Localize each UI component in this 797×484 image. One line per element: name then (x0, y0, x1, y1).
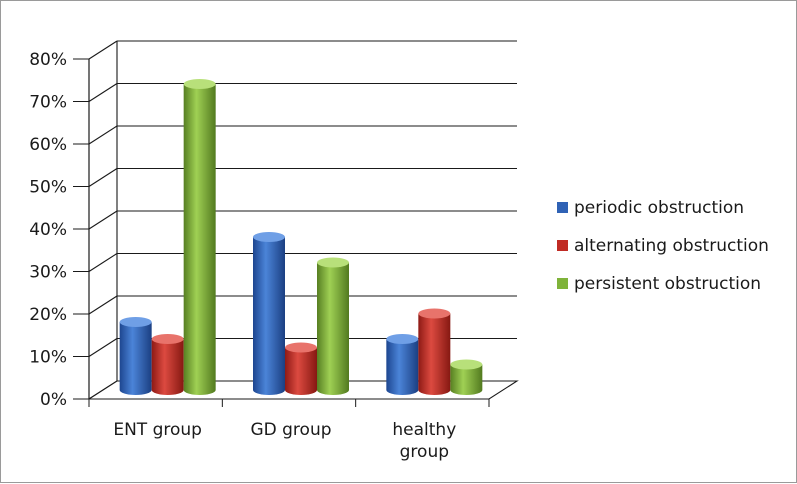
gridline-side (88, 83, 118, 102)
bar (386, 334, 419, 395)
bar-top (418, 308, 451, 319)
x-tick-label: ENT group (113, 420, 202, 440)
gridline-side (88, 168, 118, 187)
gridline-side (88, 125, 118, 145)
bar-top (183, 79, 216, 89)
bar-top (386, 334, 419, 344)
x-tick-label: group (400, 442, 449, 462)
bar-top (285, 342, 317, 353)
bar-body (418, 313, 451, 395)
bar (317, 257, 349, 395)
legend-swatch (557, 202, 568, 213)
gridline-side (88, 40, 118, 60)
x-tick-label: healthy (392, 420, 456, 440)
bar-body (151, 339, 184, 395)
y-tick-label: 20% (29, 305, 67, 325)
bar (183, 79, 216, 395)
y-tick-label: 0% (40, 390, 67, 410)
y-tick-label: 30% (29, 263, 67, 283)
bar (418, 308, 451, 395)
bar-top (151, 334, 184, 344)
gridline-side (88, 253, 118, 272)
y-tick-label: 80% (29, 50, 67, 70)
legend-item: alternating obstruction (557, 236, 769, 256)
bar-body (119, 322, 152, 395)
gridline-side (88, 338, 118, 357)
bar-body (253, 237, 285, 395)
bar (119, 317, 152, 395)
gridline-side (88, 295, 118, 315)
y-tick-label: 40% (29, 220, 67, 240)
legend-item: persistent obstruction (557, 274, 761, 294)
bar-body (183, 84, 216, 395)
legend-label: alternating obstruction (574, 236, 769, 256)
gridline-side (88, 210, 118, 230)
legend-item: periodic obstruction (557, 198, 744, 218)
bar (285, 342, 317, 395)
bar-top (119, 317, 152, 327)
legend-label: persistent obstruction (574, 274, 761, 294)
x-tick-label: GD group (250, 420, 331, 440)
y-tick-label: 10% (29, 348, 67, 368)
bar-body (386, 339, 419, 395)
bar-top (450, 359, 483, 370)
bar (151, 334, 184, 395)
bar-top (317, 257, 349, 268)
y-tick-label: 70% (29, 93, 67, 113)
legend-label: periodic obstruction (574, 198, 744, 218)
bar-body (450, 364, 483, 395)
bar-body (317, 262, 349, 395)
bar (253, 232, 285, 395)
legend-swatch (557, 278, 568, 289)
bar-body (285, 347, 317, 395)
legend-swatch (557, 240, 568, 251)
bar (450, 359, 483, 395)
bar-top (253, 232, 285, 242)
y-tick-label: 50% (29, 178, 67, 198)
y-tick-label: 60% (29, 135, 67, 155)
